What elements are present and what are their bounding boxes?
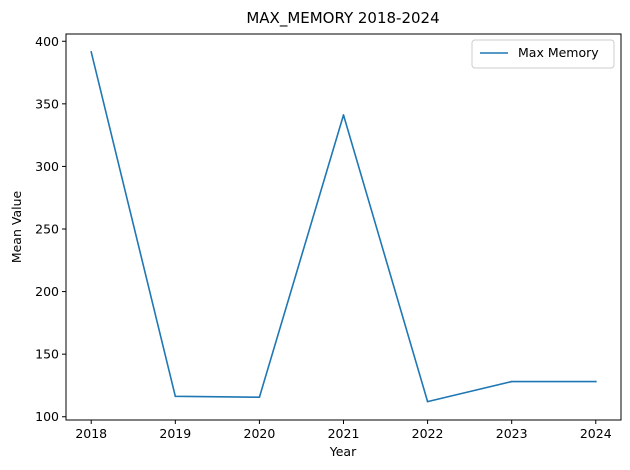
y-axis-title: Mean Value (9, 191, 24, 264)
x-tick-label: 2024 (580, 426, 612, 441)
x-tick-label: 2019 (159, 426, 191, 441)
y-tick-label: 150 (35, 347, 59, 362)
data-point (594, 380, 597, 383)
x-axis-title: Year (329, 444, 357, 459)
x-tick-label: 2022 (412, 426, 444, 441)
y-tick-label: 200 (35, 284, 59, 299)
chart-title: MAX_MEMORY 2018-2024 (246, 9, 439, 28)
data-point (426, 400, 429, 403)
y-tick-label: 300 (35, 159, 59, 174)
x-tick-label: 2020 (244, 426, 276, 441)
y-tick-label: 400 (35, 34, 59, 49)
series-layer (90, 51, 597, 403)
legend-box (471, 39, 615, 69)
plot-frame (65, 33, 622, 421)
y-tick-label: 250 (35, 222, 59, 237)
y-axis-ticks: 100 150 200 250 300 350 400 (35, 34, 66, 424)
data-point (342, 114, 345, 116)
data-point (510, 380, 513, 383)
x-axis-ticks: 2018 2019 2020 2021 2022 2023 2024 (75, 420, 612, 441)
data-point (258, 396, 261, 399)
y-tick-label: 350 (35, 96, 59, 111)
y-tick-label: 100 (35, 409, 59, 424)
data-point (174, 395, 177, 398)
x-tick-label: 2021 (328, 426, 360, 441)
legend: Max Memory (471, 39, 615, 69)
data-point (90, 51, 93, 53)
x-tick-label: 2018 (75, 426, 107, 441)
x-tick-label: 2023 (496, 426, 528, 441)
legend-label-max-memory: Max Memory (518, 45, 599, 60)
